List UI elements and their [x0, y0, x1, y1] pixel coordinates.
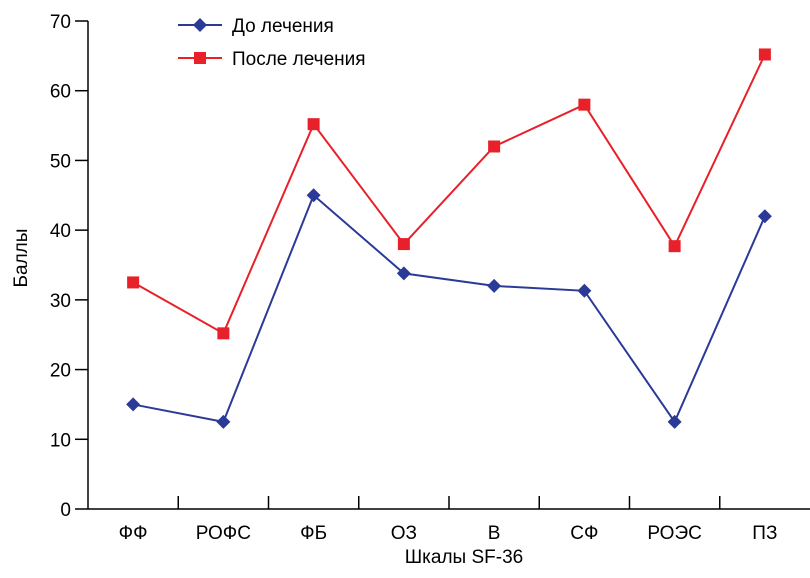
legend-swatch-marker: [193, 18, 207, 32]
series-1-point: [758, 209, 772, 223]
series-2-line: [133, 54, 765, 333]
legend-label: После лечения: [232, 49, 366, 70]
legend-label: До лечения: [232, 16, 334, 37]
series-2-point: [398, 238, 410, 250]
series-2-point: [217, 327, 229, 339]
series-2-point: [578, 99, 590, 111]
series-1-point: [487, 279, 501, 293]
y-axis: 0 10 20 30 40 50 60 70: [50, 12, 88, 521]
y-tick-label: 50: [50, 151, 71, 172]
series-2: [127, 48, 771, 339]
y-tick-label: 10: [50, 430, 71, 451]
x-tick-label: ФФ: [119, 523, 148, 544]
series-2-point: [127, 276, 139, 288]
series-1-point: [668, 415, 682, 429]
y-tick-label: 0: [60, 500, 71, 521]
series-area: [126, 48, 772, 428]
x-tick-label: ФБ: [300, 523, 327, 544]
series-1-line: [133, 195, 765, 422]
y-axis-title: Баллы: [11, 229, 32, 288]
legend: До лечения После лечения: [178, 16, 366, 70]
series-1-point: [577, 284, 591, 298]
legend-swatch-marker: [194, 52, 206, 64]
series-1: [126, 188, 772, 429]
x-tick-label: СФ: [570, 523, 598, 544]
series-2-point: [488, 140, 500, 152]
y-tick-label: 30: [50, 291, 71, 312]
y-tick-label: 70: [50, 12, 71, 33]
series-2-point: [759, 48, 771, 60]
x-tick-label: ПЗ: [752, 523, 777, 544]
x-tick-label: ОЗ: [391, 523, 417, 544]
series-1-point: [216, 415, 230, 429]
series-1-point: [126, 397, 140, 411]
y-tick-label: 40: [50, 221, 71, 242]
x-tick-label: В: [488, 523, 501, 544]
legend-item: После лечения: [178, 49, 366, 70]
series-2-point: [669, 240, 681, 252]
x-tick-label: РОФС: [196, 523, 251, 544]
y-tick-label: 60: [50, 82, 71, 103]
legend-item: До лечения: [178, 16, 334, 37]
x-tick-label: РОЭС: [647, 523, 701, 544]
y-tick-label: 20: [50, 361, 71, 382]
x-axis-title: Шкалы SF-36: [405, 547, 523, 568]
x-axis: ФФ РОФС ФБ ОЗ В СФ РОЭС ПЗ: [88, 496, 810, 544]
series-2-point: [308, 118, 320, 130]
